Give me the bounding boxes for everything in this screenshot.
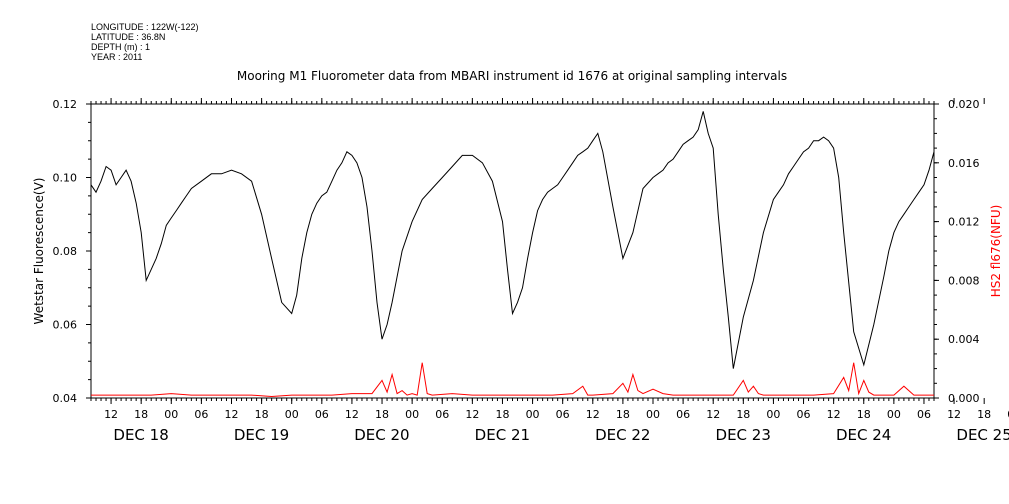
x-hour-label: 12 xyxy=(345,408,359,421)
hs2-fl676-series-line xyxy=(91,362,934,398)
x-hour-label: 00 xyxy=(1007,408,1009,421)
metadata-block: LONGITUDE : 122W(-122) LATITUDE : 36.8N … xyxy=(91,22,199,62)
meta-line-depth: DEPTH (m) : 1 xyxy=(91,42,151,52)
x-hour-label: 18 xyxy=(857,408,871,421)
x-hour-label: 18 xyxy=(616,408,630,421)
x-hour-label: 18 xyxy=(495,408,509,421)
x-hour-label: 18 xyxy=(736,408,750,421)
x-hour-label: 12 xyxy=(947,408,961,421)
right-axis-ticks: 0.000 0.004 0.008 0.012 0.016 0.020 xyxy=(934,98,980,405)
x-hour-label: 06 xyxy=(556,408,570,421)
y-right-axis-label: HS2 fl676(NFU) xyxy=(989,205,1003,298)
x-hour-label: 00 xyxy=(526,408,540,421)
x-hour-label: 00 xyxy=(887,408,901,421)
x-day-label: DEC 22 xyxy=(595,426,650,444)
x-hour-label: 06 xyxy=(194,408,208,421)
x-hour-label: 12 xyxy=(104,408,118,421)
right-tick-label: 0.012 xyxy=(948,216,980,229)
x-hour-label: 06 xyxy=(315,408,329,421)
chart-title: Mooring M1 Fluorometer data from MBARI i… xyxy=(237,69,787,83)
x-day-label: DEC 19 xyxy=(234,426,289,444)
x-hour-label: 18 xyxy=(375,408,389,421)
left-tick-label: 0.08 xyxy=(53,245,78,258)
left-tick-label: 0.12 xyxy=(53,98,78,111)
x-hour-label: 12 xyxy=(465,408,479,421)
right-tick-label: 0.020 xyxy=(948,98,980,111)
x-day-label: DEC 20 xyxy=(354,426,409,444)
meta-line-latitude: LATITUDE : 36.8N xyxy=(91,32,166,42)
right-tick-label: 0.016 xyxy=(948,157,980,170)
left-tick-label: 0.10 xyxy=(53,172,78,185)
x-hour-label: 18 xyxy=(134,408,148,421)
x-day-label: DEC 21 xyxy=(475,426,530,444)
right-tick-label: 0.000 xyxy=(948,392,980,405)
series-lines xyxy=(90,111,935,398)
x-day-label: DEC 24 xyxy=(836,426,891,444)
x-hour-label: 12 xyxy=(827,408,841,421)
x-hour-label: 18 xyxy=(977,408,991,421)
x-day-label: DEC 23 xyxy=(716,426,771,444)
x-hour-label: 12 xyxy=(586,408,600,421)
wetstar-fluorescence-series-line xyxy=(90,111,935,369)
right-tick-label: 0.004 xyxy=(948,333,980,346)
x-hour-label: 00 xyxy=(405,408,419,421)
x-hour-label: 00 xyxy=(285,408,299,421)
x-day-label: DEC 18 xyxy=(113,426,168,444)
x-hour-label: 18 xyxy=(255,408,269,421)
x-hour-label: 00 xyxy=(164,408,178,421)
x-day-label: DEC 25 xyxy=(956,426,1009,444)
x-hour-label: 06 xyxy=(917,408,931,421)
left-axis-ticks: 0.04 0.06 0.08 0.10 0.12 xyxy=(53,98,91,405)
x-hour-label: 06 xyxy=(676,408,690,421)
y-left-axis-label: Wetstar Fluorescence(V) xyxy=(32,178,46,325)
x-hour-label: 00 xyxy=(766,408,780,421)
right-tick-label: 0.008 xyxy=(948,274,980,287)
x-hour-label: 12 xyxy=(706,408,720,421)
meta-line-year: YEAR : 2011 xyxy=(91,52,143,62)
meta-line-longitude: LONGITUDE : 122W(-122) xyxy=(91,22,199,32)
x-hour-label: 00 xyxy=(646,408,660,421)
x-hour-label: 06 xyxy=(797,408,811,421)
x-hour-label: 12 xyxy=(225,408,239,421)
left-tick-label: 0.06 xyxy=(53,319,78,332)
x-axis-ticks: 12 18 00 06 12 18 00 06 12 18 00 06 12 18 00 06 12 18 00 06… xyxy=(90,98,1009,444)
plot-frame xyxy=(90,103,935,399)
x-hour-label: 06 xyxy=(435,408,449,421)
left-tick-label: 0.04 xyxy=(53,392,78,405)
